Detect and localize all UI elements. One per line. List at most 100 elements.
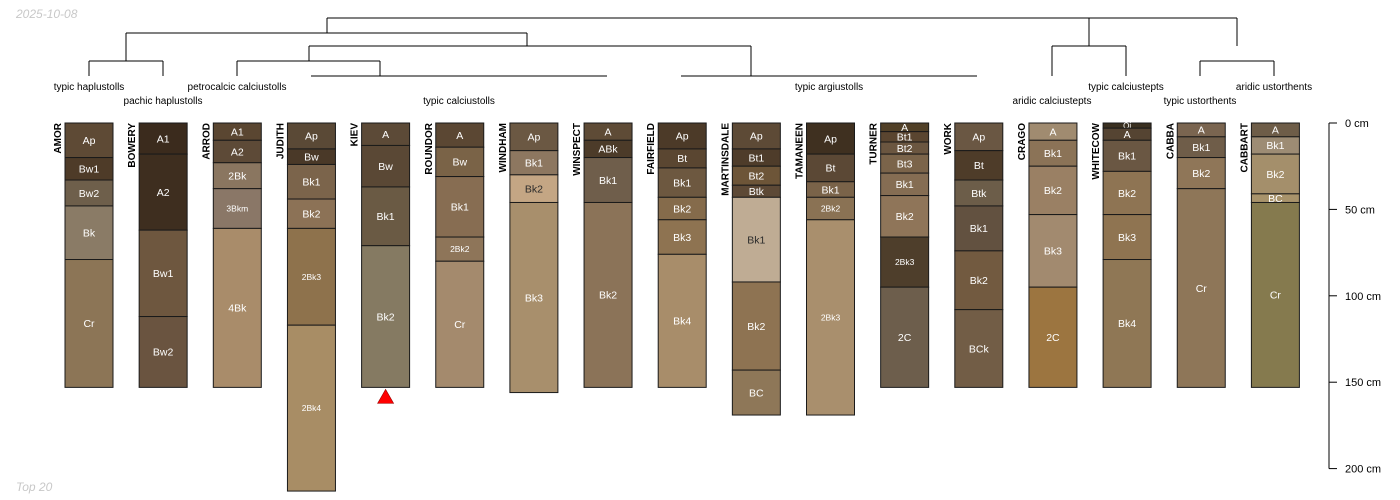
horizon-label: Bk4	[673, 316, 691, 328]
profile-name: AMOR	[53, 122, 64, 153]
horizon-arrod-4bk	[212, 227, 262, 388]
horizon-amor-ap	[64, 122, 114, 159]
profile-judith: Ap Bw Bk1 Bk2 2Bk3 2Bk4 JUDITH	[275, 122, 336, 492]
horizon-label: Bk2	[302, 209, 320, 221]
horizon-label: BCk	[969, 343, 990, 355]
profile-name: KIEV	[350, 123, 361, 147]
taxon-label: typic ustorthents	[1164, 96, 1237, 107]
horizon-label: 2Bk2	[450, 244, 470, 254]
horizon-label: Bk2	[970, 275, 988, 287]
horizon-whitecow-bk2	[1102, 170, 1152, 216]
horizon-label: 2Bk	[228, 170, 247, 182]
horizon-label: Ap	[676, 131, 689, 143]
profile-name: JUDITH	[275, 123, 286, 159]
taxon-label: typic haplustolls	[54, 82, 125, 93]
profile-name: CABBART	[1239, 123, 1250, 172]
horizon-label: 2Bk3	[821, 312, 841, 322]
horizon-label: A	[605, 126, 612, 138]
taxon-label: aridic calciustepts	[1013, 96, 1092, 107]
horizon-crago-bk3	[1028, 214, 1078, 288]
horizon-work-ap	[954, 122, 1004, 152]
horizon-label: Ap	[750, 131, 763, 143]
horizon-label: Bk1	[1118, 151, 1136, 163]
horizon-label: Ap	[824, 133, 837, 145]
horizon-whitecow-bk1	[1102, 139, 1152, 172]
horizon-label: Bk2	[1266, 169, 1284, 181]
horizon-label: Bw2	[153, 347, 174, 359]
horizon-judith-bk2	[286, 198, 336, 229]
horizon-whitecow-bk3	[1102, 214, 1152, 261]
horizon-label: Bt	[677, 153, 687, 165]
footer-caption: Top 20	[16, 480, 53, 494]
profile-crago: A Bk1 Bk2 Bk3 2C CRAGO	[1017, 122, 1078, 388]
profile-work: Ap Bt Btk Bk1 Bk2 BCk WORK	[943, 122, 1004, 388]
horizon-label: Bk1	[1044, 148, 1062, 160]
horizon-label: A	[456, 130, 463, 142]
horizon-windham-bk1	[509, 150, 559, 176]
horizon-arrod-2bk	[212, 162, 262, 190]
horizon-label: Bk4	[1118, 318, 1136, 330]
horizon-fairfield-bk4	[657, 253, 707, 388]
depth-tick-label: 150 cm	[1345, 377, 1381, 389]
profile-roundor: A Bw Bk1 2Bk2 Cr ROUNDOR	[424, 122, 485, 388]
taxa-labels: typic haplustolls pachic haplustolls petro…	[54, 82, 1312, 107]
horizon-label: A	[1198, 125, 1205, 137]
horizon-label: A	[382, 129, 389, 141]
horizon-label: Bk3	[1044, 246, 1062, 258]
profile-name: WHITECOW	[1091, 122, 1102, 179]
horizon-judith-ap	[286, 122, 336, 150]
profile-name: CABBA	[1165, 123, 1176, 159]
horizon-label: Bk3	[525, 292, 543, 304]
horizon-label: Cr	[1270, 290, 1282, 302]
horizon-cabbart-cr	[1250, 201, 1300, 388]
profile-fairfield: Ap Bt Bk1 Bk2 Bk3 Bk4 FAIRFIELD	[646, 122, 707, 388]
horizon-label: Bt3	[897, 158, 913, 170]
horizon-work-bk2	[954, 250, 1004, 311]
horizon-tamaneen-bt	[806, 153, 855, 183]
depth-tick-label: 100 cm	[1345, 291, 1381, 303]
horizon-bowery-bw1	[138, 229, 188, 318]
horizon-work-bk1	[954, 205, 1004, 252]
taxon-label: typic argiustolls	[795, 82, 863, 93]
horizon-work-bt	[954, 150, 1004, 181]
horizon-label: Ap	[83, 135, 96, 147]
horizon-tamaneen-ap	[806, 122, 855, 155]
horizon-label: Bk3	[673, 232, 691, 244]
horizon-label: Bw1	[153, 268, 174, 280]
horizon-amor-cr	[64, 259, 114, 388]
horizon-kiev-bw	[361, 144, 411, 188]
horizon-label: A	[1124, 129, 1131, 141]
horizon-label: Bk1	[599, 175, 617, 187]
dendrogram	[88, 17, 1275, 77]
horizon-label: Bk2	[896, 211, 914, 223]
horizon-label: A2	[157, 187, 170, 199]
horizon-crago-bk2	[1028, 165, 1078, 216]
profile-name: TURNER	[869, 122, 880, 164]
horizon-label: Bk2	[525, 183, 543, 195]
horizon-label: Bk2	[1044, 185, 1062, 197]
horizon-crago-2c	[1028, 286, 1078, 388]
horizon-label: Ap	[972, 132, 985, 144]
horizon-windham-ap	[509, 122, 559, 152]
horizon-label: Bk2	[1118, 188, 1136, 200]
horizon-label: 2C	[898, 332, 912, 344]
horizon-label: ABk	[598, 144, 618, 156]
profile-cabba: A Bk1 Bk2 Cr CABBA	[1165, 122, 1226, 388]
horizon-cabba-cr	[1176, 188, 1226, 388]
horizon-label: Bk1	[1192, 142, 1210, 154]
horizon-label: Bk1	[525, 158, 543, 170]
horizon-label: Bw2	[79, 188, 100, 200]
horizon-label: 2Bk4	[302, 403, 322, 413]
horizon-label: 2Bk3	[895, 257, 915, 267]
horizon-fairfield-ap	[657, 122, 707, 150]
horizon-roundor-bw	[435, 146, 485, 178]
horizon-label: A	[901, 122, 908, 134]
horizon-cabbart-bk2	[1250, 153, 1300, 195]
horizon-work-btk	[954, 179, 1004, 207]
taxon-label: aridic ustorthents	[1236, 82, 1312, 93]
horizon-kiev-bk1	[361, 186, 411, 247]
horizon-arrod-3bkm	[212, 188, 262, 229]
horizon-martinsdale-ap	[731, 122, 781, 150]
horizon-label: Bk1	[821, 184, 839, 196]
horizon-label: A	[1272, 125, 1279, 137]
